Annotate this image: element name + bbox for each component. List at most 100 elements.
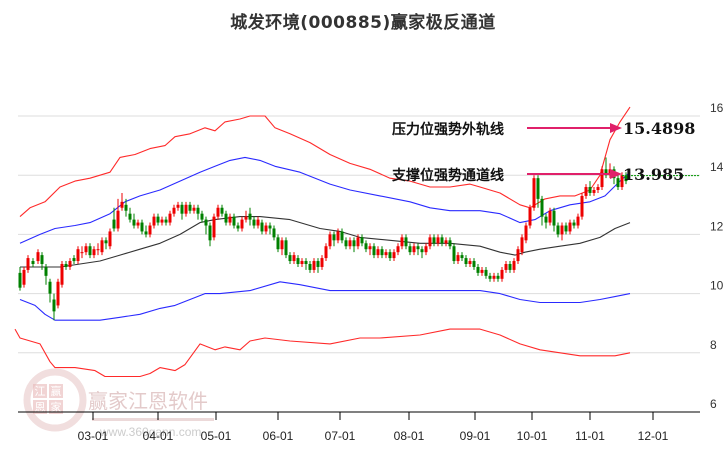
down-candle xyxy=(224,213,228,223)
x-tick-label: 12-01 xyxy=(638,429,669,443)
up-candle xyxy=(228,216,232,223)
up-candle xyxy=(324,246,328,259)
up-candle xyxy=(568,222,572,232)
down-candle xyxy=(496,275,500,279)
down-candle xyxy=(508,264,512,270)
down-candle xyxy=(344,240,348,247)
x-axis: 03-01 04-01 05-01 06-01 07-01 08-01 09-01 10-01… xyxy=(18,411,700,443)
up-candle xyxy=(504,264,508,270)
up-candle xyxy=(80,252,84,254)
up-candle xyxy=(560,225,564,235)
up-candle xyxy=(400,237,404,247)
x-tick-label: 08-01 xyxy=(394,429,425,443)
down-candle xyxy=(464,258,468,264)
up-candle xyxy=(592,190,596,193)
down-candle xyxy=(588,187,592,193)
watermark: 江赢恩家 赢家江恩软件 www.360gann.com xyxy=(23,368,214,439)
channel-bands xyxy=(14,106,631,378)
down-candle xyxy=(408,246,412,253)
down-candle xyxy=(252,219,256,226)
up-candle xyxy=(256,219,260,226)
up-candle xyxy=(620,175,624,188)
up-candle xyxy=(36,252,40,262)
up-candle xyxy=(100,240,104,253)
lower-inner-channel-line xyxy=(19,281,631,321)
down-candle xyxy=(340,231,344,241)
up-candle xyxy=(356,237,360,247)
up-candle xyxy=(456,255,460,262)
y-tick-label: 8 xyxy=(710,338,717,352)
up-candle xyxy=(436,237,440,244)
up-candle xyxy=(524,225,528,241)
upper-outer-channel-line xyxy=(19,106,631,218)
up-candle xyxy=(168,213,172,223)
down-candle xyxy=(388,252,392,259)
down-candle xyxy=(420,249,424,253)
up-candle xyxy=(60,264,64,285)
up-candle xyxy=(240,219,244,229)
down-candle xyxy=(132,219,136,226)
up-candle xyxy=(328,234,332,247)
down-candle xyxy=(40,255,44,264)
up-candle xyxy=(376,249,380,256)
down-candle xyxy=(48,281,52,294)
down-candle xyxy=(236,225,240,229)
up-candle xyxy=(84,246,88,253)
annotation-label: 支撑位强势通道线 xyxy=(391,167,504,184)
up-candle xyxy=(492,275,496,279)
up-candle xyxy=(96,249,100,251)
down-candle xyxy=(440,237,444,244)
down-candle xyxy=(18,272,22,288)
down-candle xyxy=(536,178,540,199)
down-candle xyxy=(564,225,568,232)
down-candle xyxy=(448,240,452,247)
down-candle xyxy=(488,275,492,279)
up-candle xyxy=(192,207,196,211)
up-candle xyxy=(424,246,428,253)
down-candle xyxy=(156,216,160,223)
up-candle xyxy=(160,219,164,223)
watermark-brand: 赢家江恩软件 xyxy=(88,389,208,413)
down-candle xyxy=(332,234,336,241)
svg-text:江: 江 xyxy=(35,385,46,398)
up-candle xyxy=(428,237,432,247)
down-candle xyxy=(552,210,556,226)
up-candle xyxy=(136,222,140,226)
annotation-value: 15.4898 xyxy=(623,119,695,138)
down-candle xyxy=(144,231,148,235)
down-candle xyxy=(140,222,144,232)
up-candle xyxy=(600,169,604,188)
up-candle xyxy=(532,178,536,208)
up-candle xyxy=(244,216,248,220)
down-candle xyxy=(220,207,224,214)
down-candle xyxy=(360,237,364,244)
up-candle xyxy=(176,204,180,208)
up-candle xyxy=(216,207,220,217)
down-candle xyxy=(52,299,56,312)
down-candle xyxy=(104,240,108,244)
down-candle xyxy=(64,264,68,267)
down-candle xyxy=(624,175,628,182)
down-candle xyxy=(308,264,312,270)
up-candle xyxy=(444,240,448,244)
down-candle xyxy=(304,261,308,264)
annotation-value: 13.985 xyxy=(623,165,684,184)
up-candle xyxy=(584,187,588,196)
arrow-head-icon xyxy=(610,169,622,179)
down-candle xyxy=(452,246,456,262)
down-candle xyxy=(128,213,132,220)
up-candle xyxy=(212,216,216,238)
down-candle xyxy=(200,213,204,220)
x-tick-label: 06-01 xyxy=(263,429,294,443)
up-candle xyxy=(368,246,372,250)
down-candle xyxy=(124,204,128,211)
down-candle xyxy=(556,225,560,235)
down-candle xyxy=(288,255,292,262)
down-candle xyxy=(296,258,300,264)
down-candle xyxy=(484,269,488,276)
down-candle xyxy=(88,246,92,256)
down-candle xyxy=(188,204,192,211)
y-tick-label: 16 xyxy=(710,101,724,115)
up-candle xyxy=(596,187,600,190)
